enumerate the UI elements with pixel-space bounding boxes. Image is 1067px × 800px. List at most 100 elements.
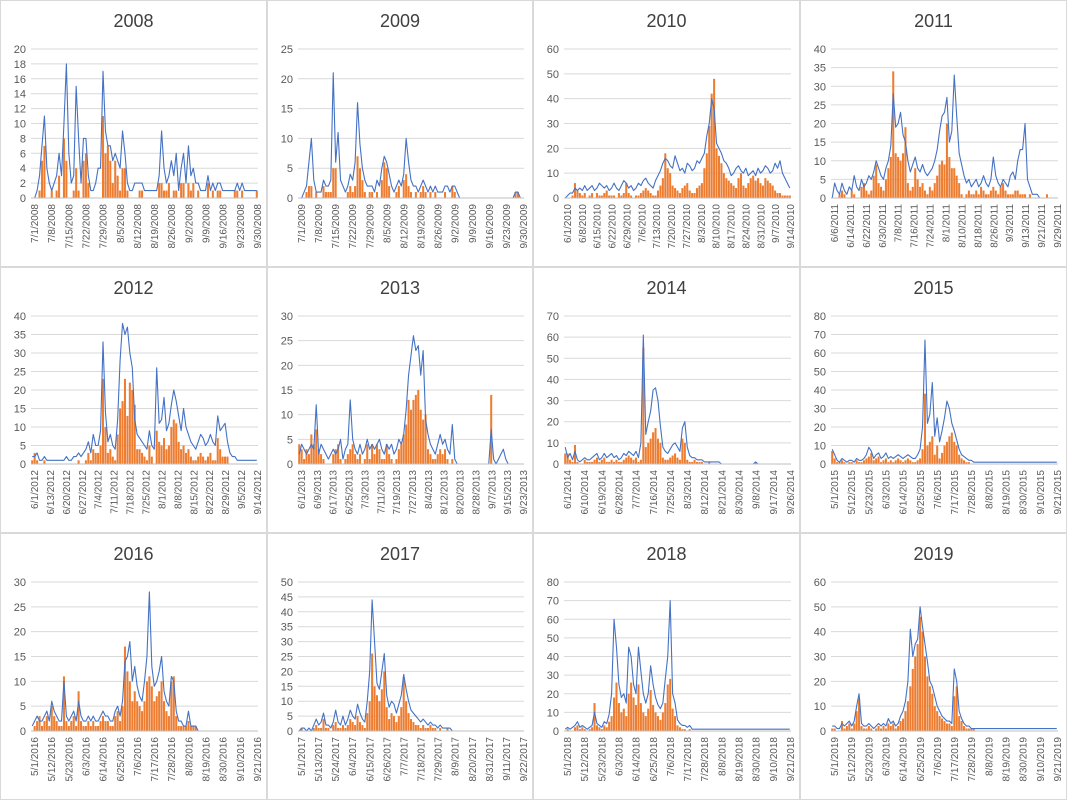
bar (405, 174, 408, 198)
bar (975, 190, 978, 198)
bar (444, 449, 447, 464)
x-tick-label: 7/22/2009 (348, 204, 359, 249)
bar (965, 462, 968, 464)
y-tick-label: 0 (553, 726, 559, 738)
bar (627, 693, 630, 731)
bar (923, 656, 926, 731)
bar (950, 168, 953, 198)
bar (941, 160, 944, 198)
bar (632, 459, 635, 464)
bar (899, 160, 902, 198)
bar (850, 462, 853, 464)
bar (192, 726, 195, 731)
bar (82, 160, 85, 198)
x-tick-label: 7/24/2011 (926, 204, 937, 248)
bar (666, 684, 669, 731)
bar (114, 716, 117, 731)
bar (160, 681, 163, 731)
y-tick-label: 30 (814, 652, 826, 664)
bar (967, 190, 970, 198)
x-tick-label: 7/27/2010 (682, 204, 693, 249)
bar (923, 393, 926, 464)
bar (361, 180, 364, 198)
x-tick-label: 7/6/2010 (637, 204, 648, 243)
y-tick-label: 60 (547, 614, 559, 626)
bar (931, 693, 934, 731)
bar (77, 190, 80, 198)
x-tick-label: 8/8/2018 (717, 737, 728, 776)
bar (843, 728, 846, 731)
bar (625, 457, 628, 464)
bar (717, 155, 721, 198)
bar (383, 671, 386, 731)
chart-svg: 0 5 10 15 20 25 30 35 40 45 50 5/1/2017 5/13/2017 5/2… (281, 577, 530, 782)
x-tick-label: 5/12/2019 (847, 737, 858, 782)
bar (62, 676, 65, 731)
bar (671, 455, 674, 464)
y-tick-label: 4 (20, 163, 26, 175)
bar (872, 175, 875, 198)
bar (187, 449, 190, 464)
y-tick-label: 20 (814, 422, 826, 434)
bar (634, 457, 638, 464)
bar (735, 188, 738, 198)
bar (958, 183, 961, 198)
bar (422, 419, 425, 464)
bar (320, 728, 323, 731)
x-tick-label: 5/1/2017 (297, 737, 308, 776)
x-tick-label: 8/26/2011 (989, 204, 1000, 248)
bar (617, 193, 620, 198)
x-tick-label: 8/17/2010 (727, 204, 738, 249)
bar (833, 728, 836, 731)
bar (889, 726, 892, 731)
bar (180, 726, 183, 731)
x-tick-label: 8/8/2016 (184, 737, 195, 776)
bar (894, 460, 897, 464)
bar (209, 452, 212, 464)
bar (727, 180, 730, 198)
x-tick-label: 8/22/2012 (205, 470, 216, 515)
bar (116, 711, 119, 731)
y-tick-label: 18 (14, 59, 26, 71)
x-tick-label: 9/30/2008 (253, 204, 264, 249)
bar-series (831, 616, 975, 731)
bar (407, 186, 410, 198)
bar (858, 462, 861, 464)
bar (189, 190, 192, 198)
bar (669, 173, 672, 198)
bar (642, 347, 645, 464)
bar (850, 728, 853, 731)
bar (936, 175, 939, 198)
y-tick-label: 60 (547, 332, 559, 344)
bar (593, 703, 596, 731)
bar (87, 452, 90, 464)
bar (388, 454, 391, 464)
bar (877, 726, 880, 731)
bar (659, 442, 662, 464)
bar (436, 454, 439, 464)
bar (970, 194, 973, 198)
y-tick-label: 20 (547, 143, 559, 155)
bar (1004, 190, 1007, 198)
bar (305, 449, 308, 464)
x-tick-label: 8/30/2019 (1019, 737, 1030, 782)
bar (977, 194, 980, 198)
x-tick-label: 6/9/2013 (313, 470, 324, 509)
bar (637, 461, 640, 464)
bar (933, 183, 936, 198)
bar (608, 195, 611, 198)
x-tick-label: 7/25/2014 (666, 470, 677, 515)
bar (980, 186, 983, 198)
bar (121, 706, 124, 731)
bar (371, 653, 374, 731)
bar (324, 192, 327, 198)
bar (613, 697, 616, 731)
bar (327, 192, 330, 198)
bar (315, 429, 318, 464)
bar (840, 721, 844, 731)
bar (681, 188, 684, 198)
line-series (564, 98, 791, 199)
bar (892, 723, 895, 731)
y-tick-label: 50 (814, 367, 826, 379)
x-tick-label: 9/7/2010 (771, 204, 782, 243)
